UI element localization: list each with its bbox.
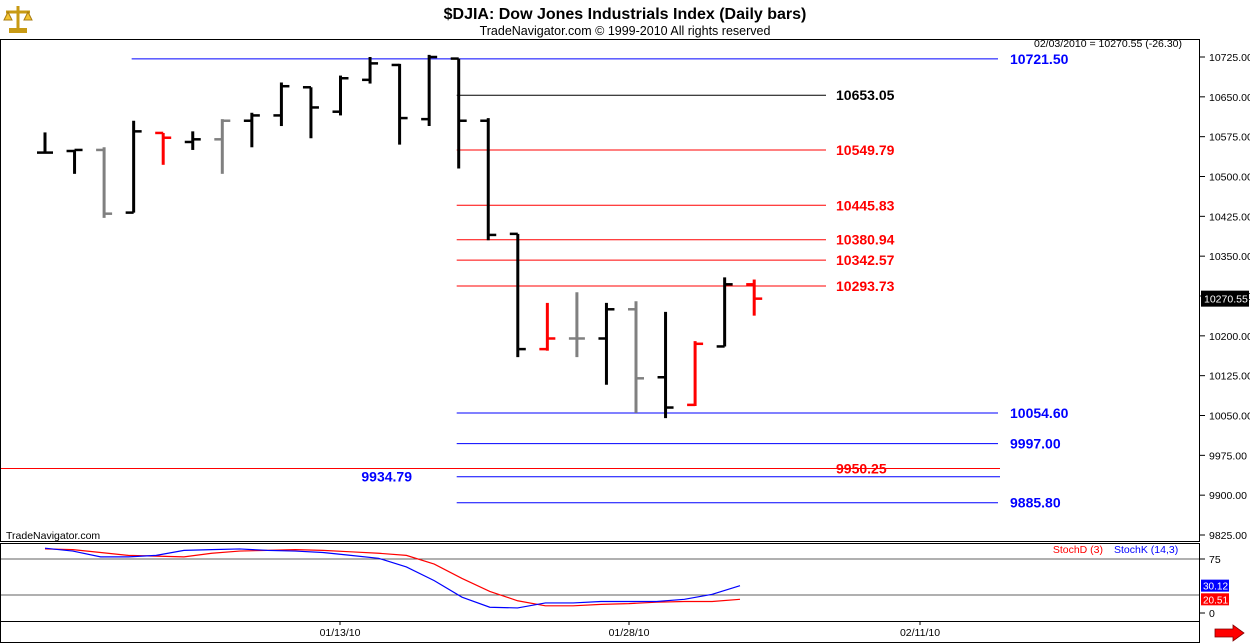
stoch-tick-label: 75 <box>1209 554 1221 566</box>
ohlc-bar <box>509 232 526 358</box>
level-label: 10653.05 <box>836 87 895 103</box>
level-label: 10445.83 <box>836 197 895 213</box>
last-quote-text: 02/03/2010 = 10270.55 (-26.30) <box>1034 38 1182 50</box>
stochastic-lines: 0 75 20.51 30.12 StochD (3) StochK (14,3) <box>1 544 1229 620</box>
last-price-label: 10270.55 <box>1204 294 1248 306</box>
level-label: 9950.25 <box>836 460 887 476</box>
stoch-last-box <box>1201 579 1229 592</box>
ohlc-bar <box>332 75 349 116</box>
level-label: 9885.80 <box>1010 495 1061 511</box>
price-tick-label: 10575.00 <box>1209 132 1250 144</box>
ohlc-bar <box>214 119 231 174</box>
ohlc-bar <box>568 292 585 358</box>
last-price-box <box>1201 290 1249 307</box>
stoch-legend-k: StochK (14,3) <box>1114 544 1178 556</box>
date-axis-ticks: 01/13/10 01/28/10 02/11/10 <box>320 621 940 639</box>
ohlc-bar <box>302 86 319 139</box>
date-tick-label: 02/11/10 <box>900 627 940 639</box>
date-axis[interactable] <box>0 621 1200 643</box>
stoch-tick-label: 0 <box>1209 608 1215 620</box>
ohlc-bar <box>37 132 53 154</box>
price-tick-label: 9825.00 <box>1209 530 1247 542</box>
level-label: 10293.73 <box>836 278 895 294</box>
logo[interactable] <box>0 0 40 38</box>
ohlc-bar <box>66 148 83 174</box>
chart-title: $DJIA: Dow Jones Industrials Index (Dail… <box>444 6 807 23</box>
level-label: 10054.60 <box>1010 405 1069 421</box>
date-tick-label: 01/28/10 <box>609 627 650 639</box>
balance-scale-icon <box>3 6 33 33</box>
ohlc-bar <box>598 302 615 385</box>
ohlc-bar <box>480 118 497 241</box>
stoch-series-line <box>44 548 741 607</box>
price-tick-label: 9975.00 <box>1209 450 1247 462</box>
price-axis[interactable] <box>1200 39 1249 622</box>
stoch-last-label: 30.12 <box>1203 582 1228 593</box>
price-axis-ticks: 9825.00 9900.00 9975.00 10050.00 10125.00 102… <box>1200 52 1250 542</box>
ohlc-bar <box>657 311 674 419</box>
stoch-series-line <box>44 547 741 609</box>
ohlc-bar <box>184 131 201 150</box>
ohlc-bar <box>716 277 733 348</box>
price-panel[interactable] <box>0 39 1200 542</box>
stochastic-panel[interactable] <box>0 543 1200 622</box>
price-tick-label: 10350.00 <box>1209 251 1250 263</box>
level-label: 10549.79 <box>836 142 895 158</box>
ohlc-bar <box>628 301 644 413</box>
arrow-right-icon <box>1214 624 1245 642</box>
scroll-right-button[interactable] <box>1212 624 1248 642</box>
price-tick-label: 10650.00 <box>1209 92 1250 104</box>
ohlc-bar <box>273 82 290 127</box>
stoch-last-box <box>1201 593 1229 606</box>
price-tick-label: 9900.00 <box>1209 490 1247 502</box>
ohlc-bar <box>125 120 142 214</box>
ohlc-bar <box>746 279 763 316</box>
ohlc-bar <box>96 147 113 218</box>
level-label: 9934.79 <box>361 469 412 485</box>
ohlc-bar <box>450 57 467 169</box>
price-bars <box>37 54 763 419</box>
ohlc-bar <box>539 302 556 351</box>
ohlc-bar <box>362 57 379 84</box>
date-tick-label: 01/13/10 <box>320 627 361 639</box>
stoch-last-label: 20.51 <box>1203 595 1228 606</box>
watermark-text: TradeNavigator.com <box>6 530 100 542</box>
level-lines: 10721.50 10653.05 10549.79 10445.83 10380.94… <box>1 51 1069 511</box>
price-tick-label: 10725.00 <box>1209 52 1250 64</box>
price-tick-label: 10050.00 <box>1209 411 1250 423</box>
price-tick-label: 10500.00 <box>1209 172 1250 184</box>
level-label: 9997.00 <box>1010 436 1061 452</box>
ohlc-bar <box>391 63 408 145</box>
stoch-legend-d: StochD (3) <box>1053 544 1103 556</box>
ohlc-bar <box>155 131 172 165</box>
ohlc-bar <box>243 112 260 148</box>
level-label: 10380.94 <box>836 232 895 248</box>
price-tick-label: 10200.00 <box>1209 331 1250 343</box>
copyright-text: TradeNavigator.com © 1999-2010 All right… <box>480 24 771 38</box>
level-label: 10721.50 <box>1010 51 1069 67</box>
ohlc-bar <box>421 54 438 127</box>
price-tick-label: 10125.00 <box>1209 371 1250 383</box>
price-tick-label: 10425.00 <box>1209 211 1250 223</box>
ohlc-bar <box>687 341 704 407</box>
level-label: 10342.57 <box>836 252 895 268</box>
